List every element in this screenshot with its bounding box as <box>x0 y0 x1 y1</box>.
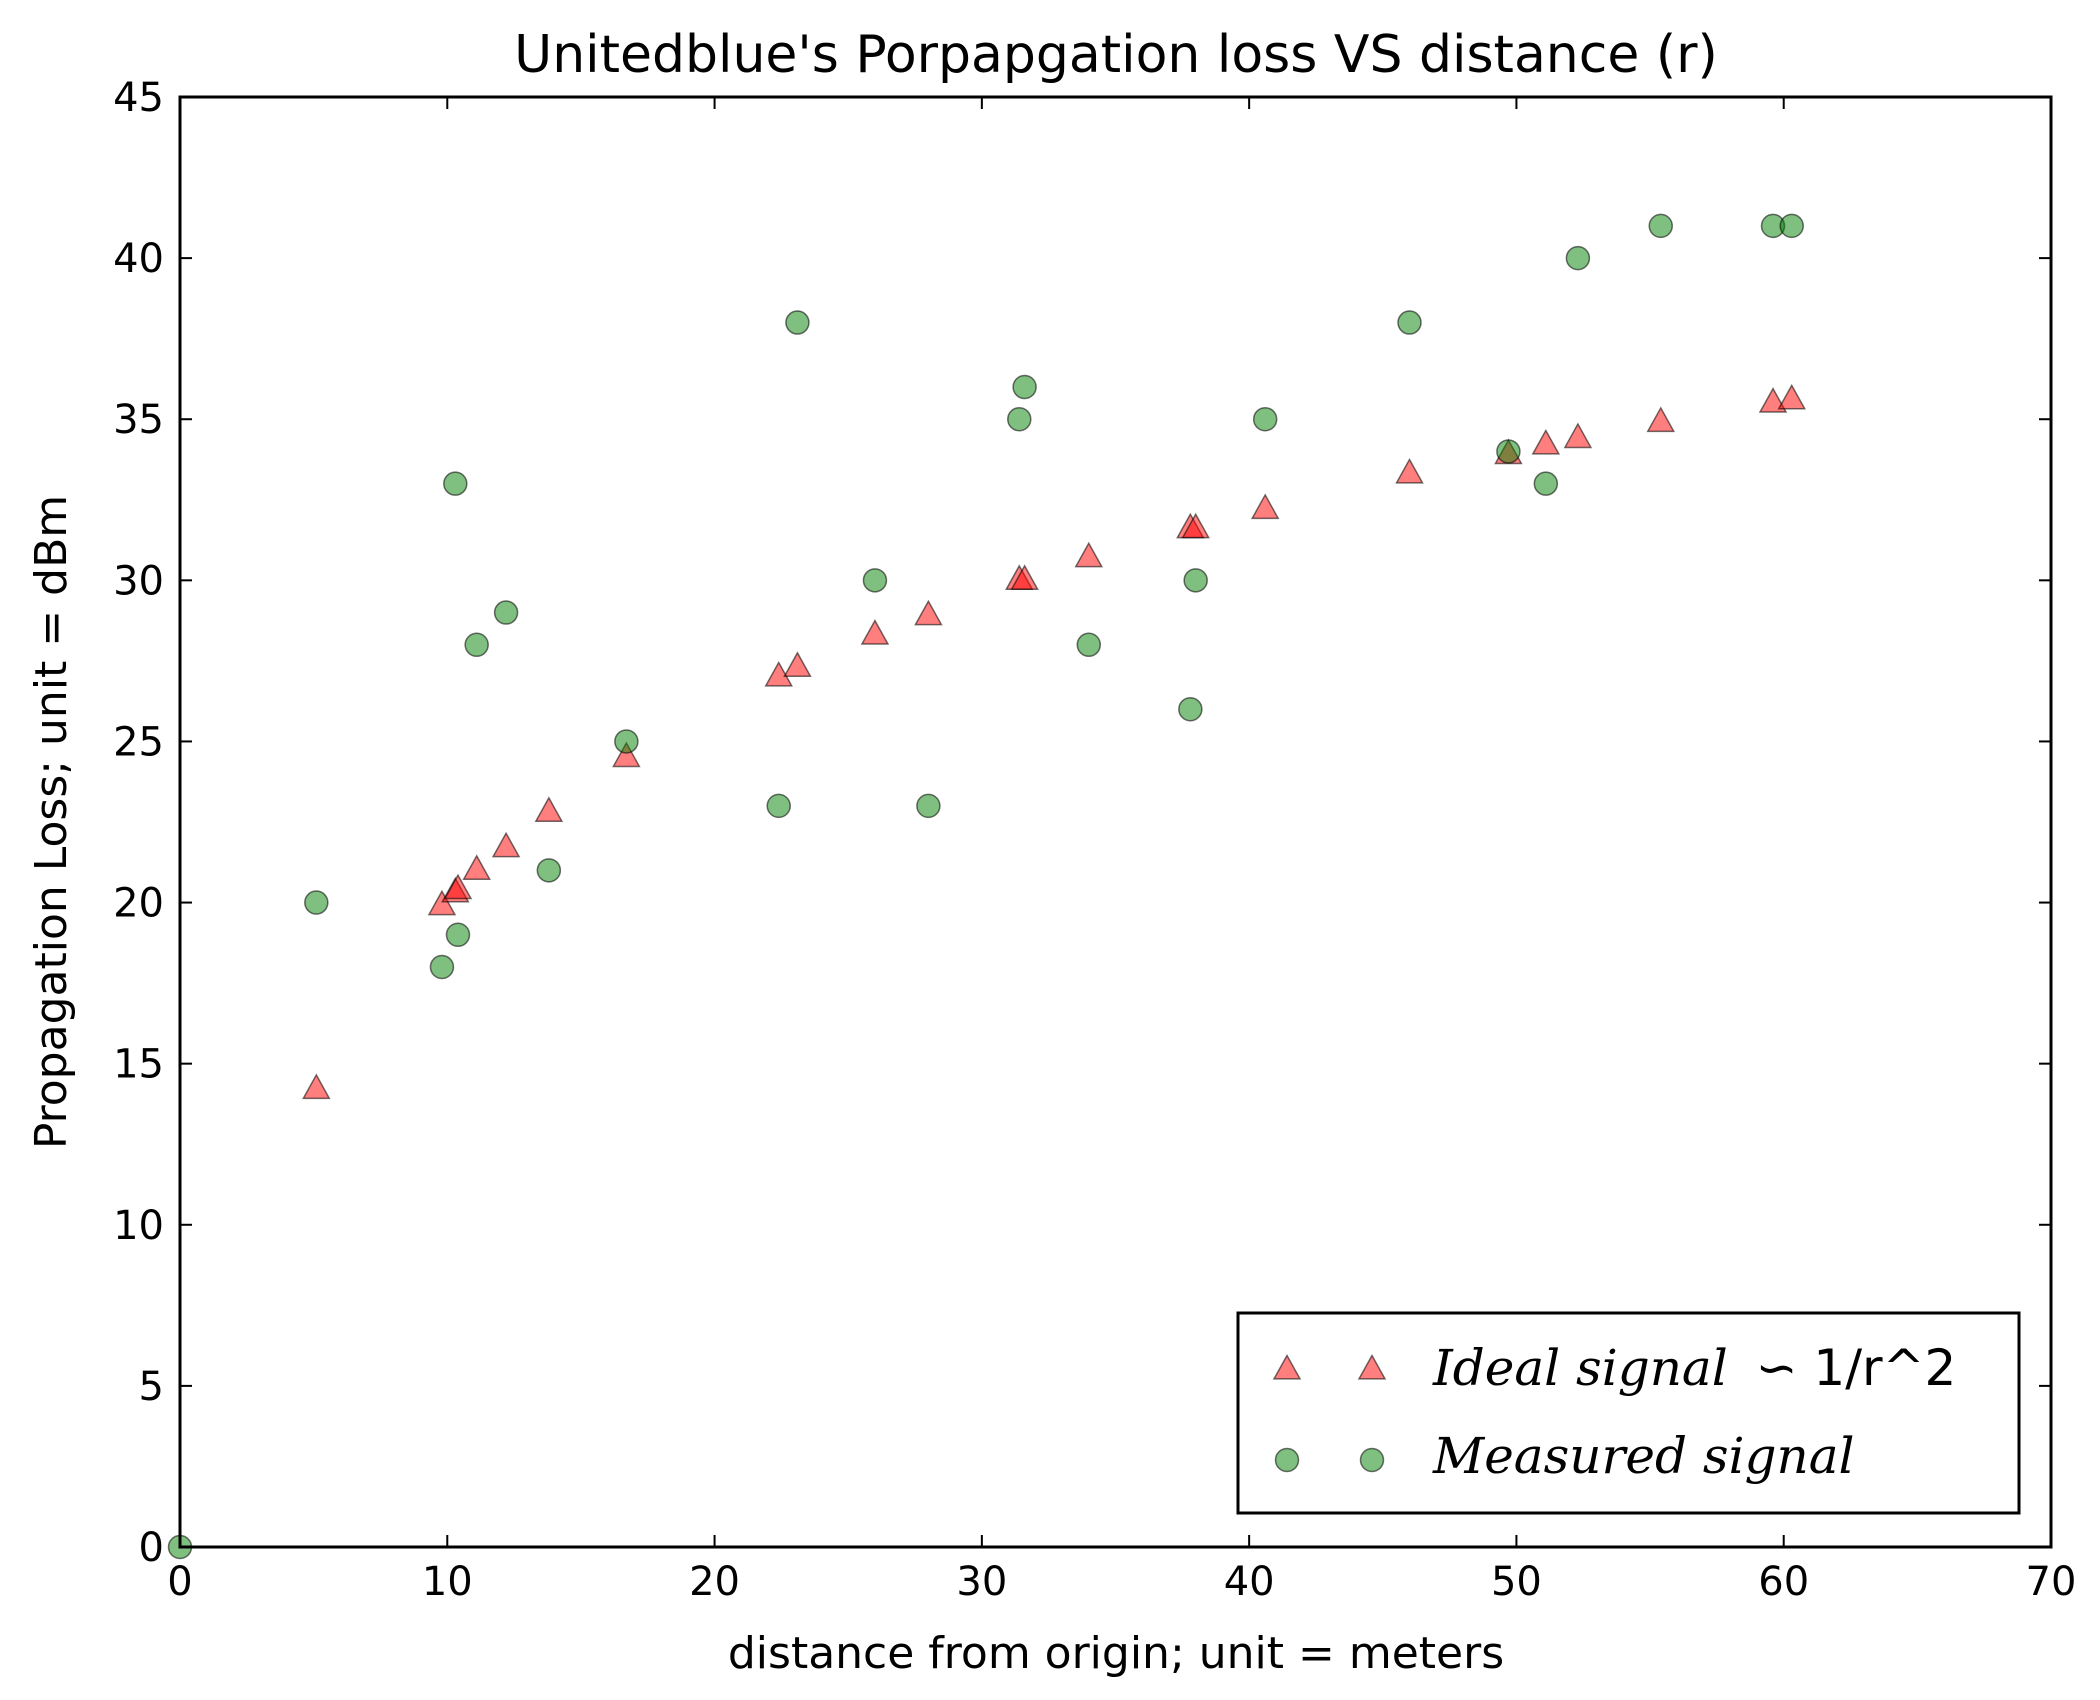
measured-signal-point <box>1178 696 1203 722</box>
ideal-signal-point <box>612 741 641 768</box>
plot-marks <box>167 213 1807 1560</box>
ideal-signal-point <box>1563 422 1593 449</box>
legend-marker-ideal <box>1272 1353 1302 1380</box>
legend-marker-ideal <box>1357 1353 1387 1380</box>
measured-signal-point <box>493 600 519 625</box>
measured-signal-point <box>1565 245 1591 271</box>
measured-signal-point <box>1012 374 1037 400</box>
ideal-signal-point <box>462 854 491 880</box>
x-tick-label: 60 <box>1758 1559 1809 1605</box>
measured-signal-point <box>862 568 888 593</box>
ideal-signal-point <box>1010 564 1039 590</box>
measured-signal-point <box>614 729 639 754</box>
legend-marker-measured <box>1274 1447 1300 1473</box>
x-tick-label: 70 <box>2026 1559 2077 1605</box>
y-tick-label: 45 <box>113 75 164 121</box>
measured-signal-point <box>1648 213 1674 239</box>
y-tick-label: 20 <box>113 881 164 927</box>
measured-signal-point <box>536 858 562 883</box>
measured-signal-point <box>445 922 471 948</box>
ideal-signal-point <box>783 651 812 677</box>
legend-label-ideal: Ideal signal <box>1432 1339 1728 1397</box>
ideal-signal-point <box>427 889 457 916</box>
ideal-signal-point <box>1777 383 1807 410</box>
measured-signal-point <box>785 310 810 335</box>
legend-box <box>1236 1311 2021 1515</box>
x-tick-label: 40 <box>1224 1559 1275 1605</box>
measured-signal-point <box>916 793 941 819</box>
x-tick-label: 30 <box>956 1559 1007 1605</box>
measured-signal-point <box>1779 213 1804 239</box>
x-tick-label: 0 <box>167 1559 192 1605</box>
y-tick-label: 5 <box>139 1364 164 1410</box>
ideal-signal-point <box>1646 406 1676 433</box>
ideal-signal-point <box>534 796 564 822</box>
plot-frame <box>178 95 2053 1549</box>
y-tick-label: 15 <box>113 1042 164 1088</box>
ideal-signal-point <box>914 599 943 626</box>
y-tick-label: 35 <box>113 397 164 443</box>
ideal-signal-point <box>1250 493 1280 520</box>
measured-signal-point <box>304 890 329 915</box>
ideal-signal-point <box>443 873 473 900</box>
measured-signal-point <box>1397 310 1422 335</box>
x-tick-label: 10 <box>422 1559 473 1605</box>
measured-signal-point <box>464 632 489 658</box>
x-tick-label: 50 <box>1491 1559 1542 1605</box>
legend-marker-measured <box>1359 1447 1385 1473</box>
y-axis-label: Propagation Loss; unit = dBm <box>26 495 77 1149</box>
x-axis-label: distance from origin; unit = meters <box>728 1628 1504 1679</box>
measured-signal-point <box>429 954 455 980</box>
y-tick-label: 25 <box>113 719 164 765</box>
legend: Ideal signal ∽ 1/r^2 Measured signal <box>1236 1311 2021 1515</box>
y-tick-label: 0 <box>139 1525 164 1571</box>
ideal-signal-point <box>1395 457 1424 484</box>
measured-signal-point <box>766 793 791 819</box>
y-tick-label: 10 <box>113 1203 164 1249</box>
legend-label-measured: Measured signal <box>1432 1427 1855 1485</box>
measured-signal-point <box>1252 406 1278 432</box>
ideal-signal-point <box>1531 428 1561 455</box>
measured-signal-point <box>1183 568 1208 593</box>
ideal-signal-point <box>302 1073 331 1100</box>
legend-entry-ideal: Ideal signal ∽ 1/r^2 <box>1432 1339 1956 1397</box>
ideal-signal-point <box>1181 512 1210 539</box>
measured-signal-point <box>1007 406 1032 432</box>
legend-label-ideal-suffix: ∽ 1/r^2 <box>1756 1339 1957 1397</box>
chart-title: Unitedblue's Porpapgation loss VS distan… <box>514 25 1718 85</box>
ideal-signal-point <box>491 831 521 858</box>
measured-signal-point <box>443 471 468 496</box>
x-tick-label: 20 <box>689 1559 740 1605</box>
measured-signal-point <box>1533 471 1559 496</box>
y-tick-label: 40 <box>113 236 164 282</box>
measured-signal-point <box>1496 439 1521 464</box>
ideal-signal-point <box>860 619 890 645</box>
axis-ticks: 0 10 20 30 40 50 60 70 0 5 10 15 20 25 30 35 40 45 <box>113 75 2076 1605</box>
measured-signal-point <box>1076 632 1102 658</box>
y-tick-label: 30 <box>113 558 164 604</box>
ideal-signal-point <box>1074 541 1104 568</box>
legend-markers <box>1272 1353 1387 1473</box>
